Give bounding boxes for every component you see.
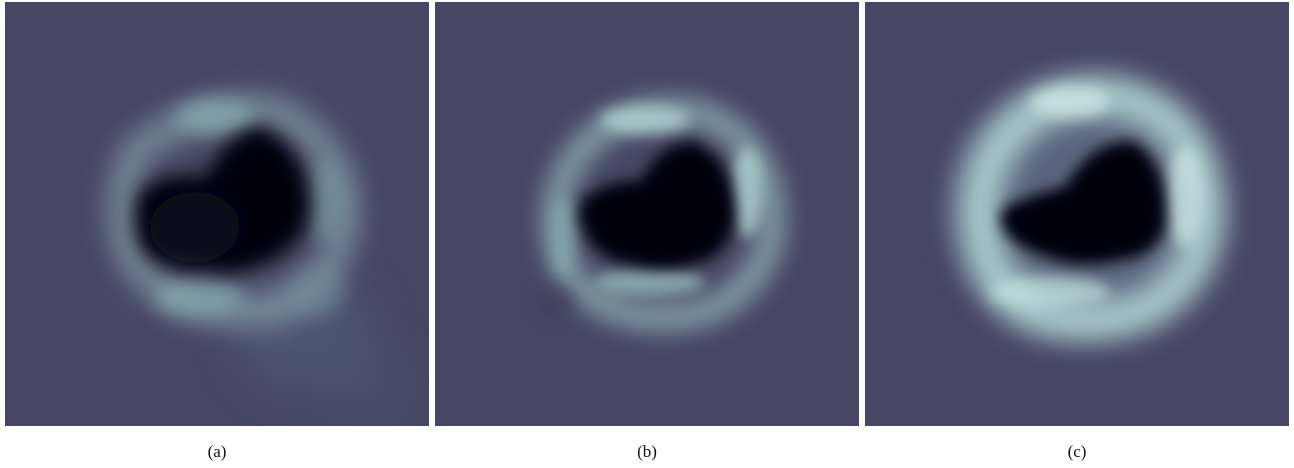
- panel-b-caption: (b): [637, 442, 657, 461]
- panel-a-core: [136, 127, 310, 272]
- panel-a-caption: (a): [207, 442, 227, 461]
- panel-a-image: [5, 2, 429, 426]
- panel-c-caption: (c): [1067, 442, 1087, 461]
- panel-c-core: [1001, 141, 1166, 265]
- panel-c-image: [865, 2, 1289, 426]
- panel-b-image: [435, 2, 859, 426]
- panel-b-core: [580, 142, 735, 269]
